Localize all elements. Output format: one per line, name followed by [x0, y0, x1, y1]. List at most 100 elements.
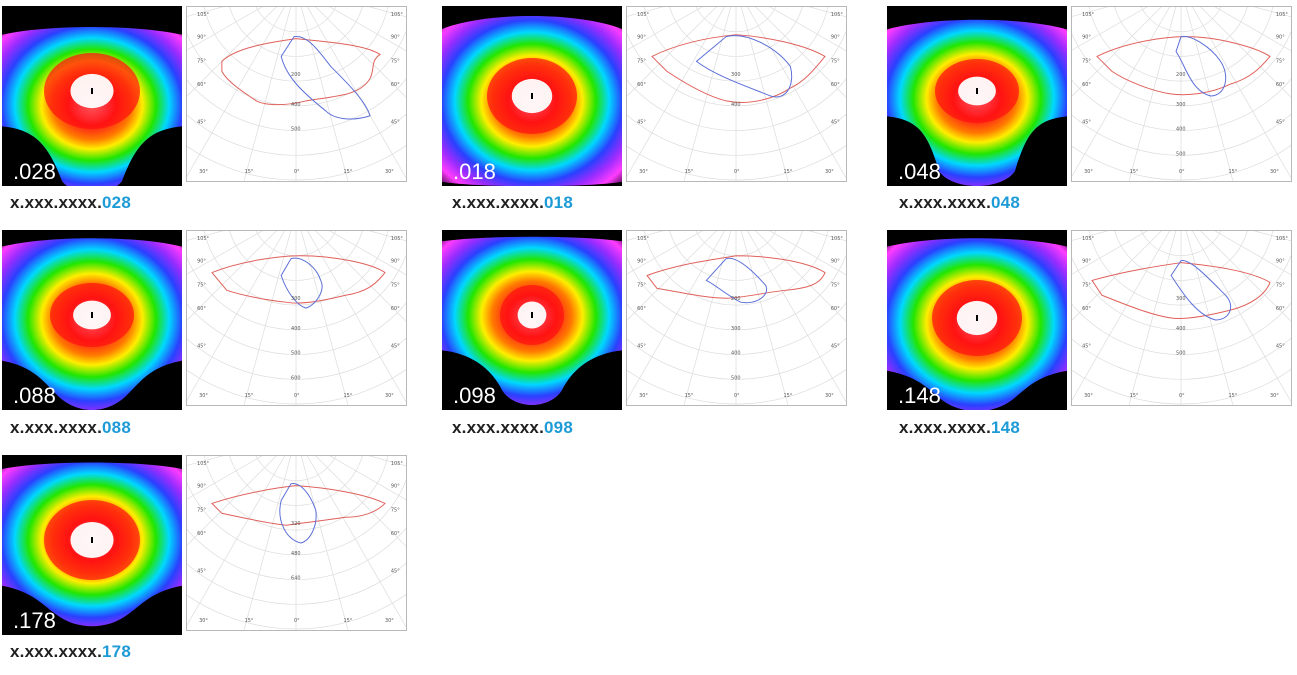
angle-label-right: 75°	[831, 58, 840, 64]
radius-label: 600	[291, 375, 300, 381]
angle-label-bottom: 30°	[639, 393, 648, 399]
angle-label-right: 90°	[391, 259, 400, 265]
angle-label-left: 90°	[637, 35, 646, 41]
angle-label-left: 90°	[197, 259, 206, 265]
angle-label-left: 60°	[197, 306, 206, 312]
angle-label-bottom: 30°	[1270, 393, 1279, 399]
angle-label-right: 105°	[391, 461, 403, 467]
radius-label: 400	[1176, 127, 1185, 133]
angle-label-bottom: 30°	[199, 169, 208, 175]
angle-label-right: 45°	[1276, 344, 1285, 350]
polar-distribution-chart: 105° 105° 90° 90° 75° 75° 60° 60° 45° 45° 30° 15° 0°…	[1071, 230, 1292, 406]
angle-label-right: 90°	[391, 484, 400, 490]
angle-label-right: 105°	[1276, 12, 1288, 18]
polar-distribution-chart: 105° 105° 90° 90° 75° 75° 60° 60° 45° 45° 30° 15° 0°…	[186, 230, 407, 406]
angle-label-right: 75°	[1276, 58, 1285, 64]
radius-label: 200	[1176, 72, 1185, 78]
isolux-diagram: .178	[2, 455, 182, 635]
angle-label-bottom: 30°	[1084, 169, 1093, 175]
isolux-diagram: .148	[887, 230, 1067, 410]
angle-label-bottom: 15°	[685, 393, 694, 399]
angle-label-right: 45°	[391, 344, 400, 350]
angle-label-left: 60°	[1082, 306, 1091, 312]
radius-label: 300	[291, 296, 300, 302]
angle-label-bottom: 30°	[639, 169, 648, 175]
angle-label-right: 60°	[391, 306, 400, 312]
polar-distribution-chart: 105° 105° 90° 90° 75° 75° 60° 60° 45° 45° 30° 15° 0°…	[626, 6, 847, 182]
angle-label-left: 45°	[197, 569, 206, 575]
angle-label-left: 105°	[197, 236, 209, 242]
angle-label-left: 105°	[197, 461, 209, 467]
isolux-code-label: .028	[13, 159, 56, 184]
angle-label-bottom: 30°	[199, 393, 208, 399]
angle-label-bottom: 15°	[245, 618, 254, 624]
product-code-suffix: 098	[544, 418, 573, 437]
angle-label-bottom: 15°	[685, 169, 694, 175]
radius-label: 640	[291, 576, 300, 582]
radius-label: 200	[731, 296, 740, 302]
angle-label-left: 45°	[197, 344, 206, 350]
isolux-code-label: .018	[453, 159, 496, 184]
angle-label-right: 45°	[831, 120, 840, 126]
angle-label-right: 75°	[831, 282, 840, 288]
angle-label-right: 75°	[391, 282, 400, 288]
angle-label-left: 60°	[197, 531, 206, 537]
product-code-suffix: 018	[544, 193, 573, 212]
product-code-prefix: x.xxx.xxxx.	[10, 642, 103, 661]
isolux-diagram: .088	[2, 230, 182, 410]
angle-label-right: 90°	[1276, 259, 1285, 265]
radius-label: 500	[291, 351, 300, 357]
isolux-diagram: .098	[442, 230, 622, 410]
radius-label: 400	[731, 351, 740, 357]
angle-label-left: 45°	[1082, 344, 1091, 350]
angle-label-left: 90°	[197, 35, 206, 41]
radius-label: 500	[1176, 351, 1185, 357]
product-code-suffix: 178	[102, 642, 131, 661]
polar-distribution-chart: 105° 105° 90° 90° 75° 75° 60° 60° 45° 45° 30° 15° 0°…	[186, 6, 407, 182]
product-code-prefix: x.xxx.xxxx.	[10, 193, 103, 212]
angle-label-left: 60°	[637, 82, 646, 88]
angle-label-bottom: 30°	[385, 618, 394, 624]
polar-distribution-chart: 105° 105° 90° 90° 75° 75° 60° 60° 45° 45° 30° 15° 0°…	[186, 455, 407, 631]
angle-label-left: 105°	[1082, 236, 1094, 242]
angle-label-bottom: 0°	[1179, 393, 1185, 399]
angle-label-bottom: 30°	[199, 618, 208, 624]
angle-label-right: 105°	[391, 12, 403, 18]
angle-label-bottom: 15°	[1228, 169, 1237, 175]
product-code-caption: x.xxx.xxxx.088	[10, 418, 131, 438]
radius-label: 300	[731, 326, 740, 332]
angle-label-right: 75°	[391, 507, 400, 513]
angle-label-left: 105°	[637, 12, 649, 18]
angle-label-right: 45°	[1276, 120, 1285, 126]
product-code-caption: x.xxx.xxxx.148	[899, 418, 1020, 438]
angle-label-right: 90°	[831, 35, 840, 41]
radius-label: 400	[291, 326, 300, 332]
radius-label: 500	[1176, 151, 1185, 157]
product-code-prefix: x.xxx.xxxx.	[452, 193, 545, 212]
angle-label-right: 45°	[391, 569, 400, 575]
product-code-prefix: x.xxx.xxxx.	[899, 418, 992, 437]
angle-label-bottom: 15°	[343, 169, 352, 175]
product-code-caption: x.xxx.xxxx.178	[10, 642, 131, 662]
product-code-prefix: x.xxx.xxxx.	[10, 418, 103, 437]
angle-label-bottom: 0°	[294, 618, 300, 624]
angle-label-left: 75°	[197, 507, 206, 513]
angle-label-right: 60°	[1276, 82, 1285, 88]
angle-label-right: 60°	[391, 531, 400, 537]
angle-label-bottom: 15°	[245, 393, 254, 399]
radius-label: 500	[731, 375, 740, 381]
isolux-diagram: .048	[887, 6, 1067, 186]
angle-label-left: 90°	[1082, 35, 1091, 41]
angle-label-left: 75°	[1082, 58, 1091, 64]
angle-label-left: 45°	[197, 120, 206, 126]
isolux-code-label: .048	[898, 159, 941, 184]
angle-label-bottom: 15°	[343, 618, 352, 624]
angle-label-right: 60°	[391, 82, 400, 88]
polar-distribution-chart: 105° 105° 90° 90° 75° 75° 60° 60° 45° 45° 30° 15° 0°…	[626, 230, 847, 406]
product-code-suffix: 088	[102, 418, 131, 437]
radius-label: 400	[291, 102, 300, 108]
polar-distribution-chart: 105° 105° 90° 90° 75° 75° 60° 60° 45° 45° 30° 15° 0°…	[1071, 6, 1292, 182]
angle-label-right: 75°	[1276, 282, 1285, 288]
product-code-suffix: 028	[102, 193, 131, 212]
angle-label-left: 90°	[197, 484, 206, 490]
